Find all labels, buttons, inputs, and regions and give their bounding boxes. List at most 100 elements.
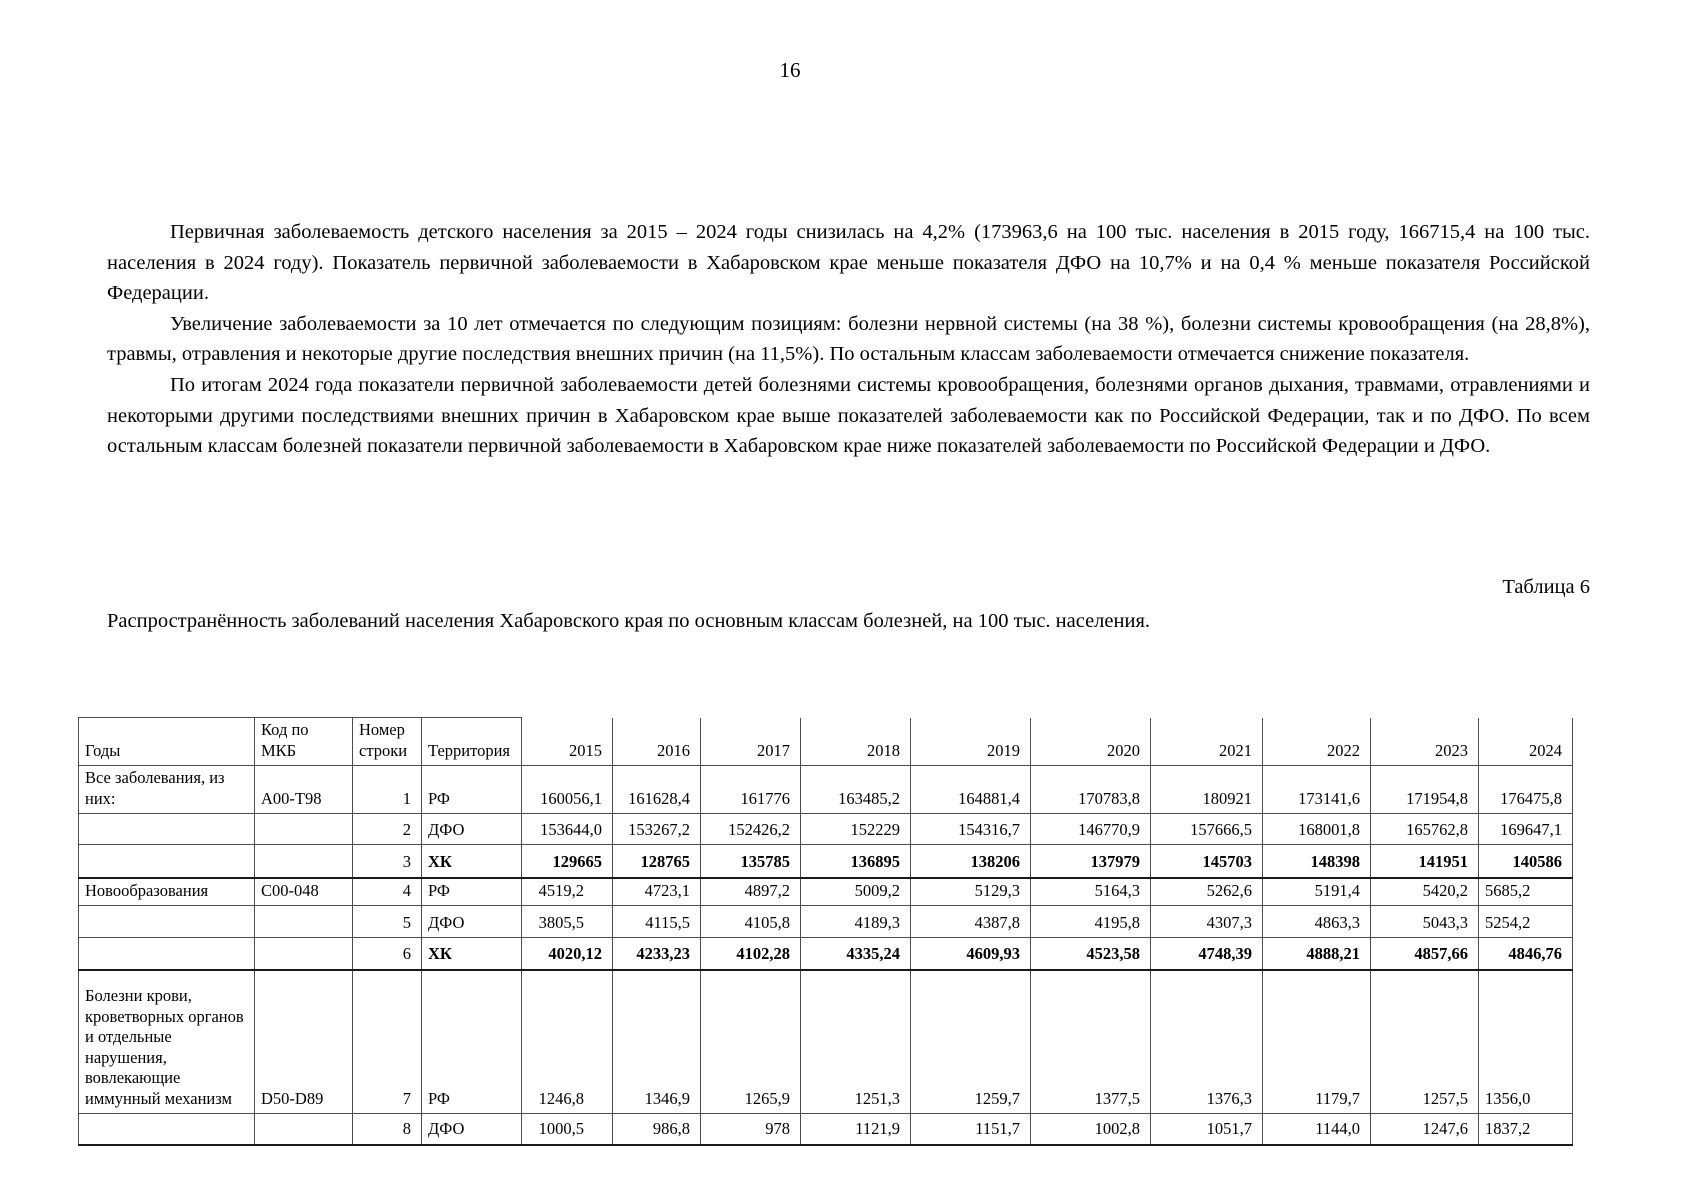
year-column-header: 2015	[521, 717, 613, 766]
value-cell: 4519,2	[521, 877, 613, 906]
category-cell	[78, 937, 255, 971]
table-row: Болезни крови, кроветворных органов и от…	[78, 969, 1573, 1114]
value-cell: 173141,6	[1262, 765, 1371, 814]
value-cell: 138206	[910, 844, 1031, 879]
table-row: 2 ДФО 153644,0 153267,2 152426,2 152229 154316…	[78, 813, 1573, 845]
value-cell: 135785	[700, 844, 801, 879]
value-cell: 171954,8	[1370, 765, 1479, 814]
category-cell: Новообразования	[78, 877, 255, 906]
value-cell: 176475,8	[1478, 765, 1573, 814]
row-number-cell: 1	[352, 765, 422, 814]
value-cell: 1346,9	[612, 969, 701, 1114]
value-cell: 5191,4	[1262, 877, 1371, 906]
category-cell	[78, 905, 255, 938]
value-cell: 145703	[1150, 844, 1263, 879]
year-column-header: 2016	[612, 717, 701, 766]
territory-cell: ХК	[421, 937, 522, 971]
territory-cell: РФ	[421, 969, 522, 1114]
territory-cell: РФ	[421, 877, 522, 906]
value-cell: 129665	[521, 844, 613, 879]
value-cell: 5009,2	[800, 877, 911, 906]
table-row: Новообразования C00-048 4 РФ 4519,2 4723,1 489…	[78, 877, 1573, 906]
row-number-cell: 5	[352, 905, 422, 938]
value-cell: 986,8	[612, 1113, 701, 1146]
row-number-cell: 7	[352, 969, 422, 1114]
value-cell: 148398	[1262, 844, 1371, 879]
value-cell: 4189,3	[800, 905, 911, 938]
value-cell: 5685,2	[1478, 877, 1573, 906]
value-cell: 4105,8	[700, 905, 801, 938]
value-cell: 168001,8	[1262, 813, 1371, 845]
icd-code-cell: A00-T98	[254, 765, 353, 814]
value-cell: 5043,3	[1370, 905, 1479, 938]
icd-code-cell	[254, 1113, 353, 1146]
value-cell: 170783,8	[1030, 765, 1151, 814]
morbidity-table: Годы Код по МКБ Номер строки Территория 2015…	[78, 717, 1573, 1146]
value-cell: 5420,2	[1370, 877, 1479, 906]
year-column-header: 2024	[1478, 717, 1573, 766]
year-column-header: 2019	[910, 717, 1031, 766]
category-cell	[78, 1113, 255, 1146]
value-cell: 4233,23	[612, 937, 701, 971]
value-cell: 180921	[1150, 765, 1263, 814]
value-cell: 4195,8	[1030, 905, 1151, 938]
value-cell: 1151,7	[910, 1113, 1031, 1146]
value-cell: 978	[700, 1113, 801, 1146]
value-cell: 154316,7	[910, 813, 1031, 845]
row-number-cell: 4	[352, 877, 422, 906]
paragraph-3: По итогам 2024 года показатели первичной…	[107, 373, 1590, 458]
value-cell: 1246,8	[521, 969, 613, 1114]
value-cell: 146770,9	[1030, 813, 1151, 845]
value-cell: 128765	[612, 844, 701, 879]
value-cell: 169647,1	[1478, 813, 1573, 845]
value-cell: 1002,8	[1030, 1113, 1151, 1146]
icd-code-cell	[254, 937, 353, 971]
value-cell: 4335,24	[800, 937, 911, 971]
year-column-header: 2017	[700, 717, 801, 766]
value-cell: 141951	[1370, 844, 1479, 879]
table-row: 8 ДФО 1000,5 986,8 978 1121,9 1151,7 1002,8 1051…	[78, 1113, 1573, 1146]
icd-code-cell: C00-048	[254, 877, 353, 906]
value-cell: 4723,1	[612, 877, 701, 906]
value-cell: 5254,2	[1478, 905, 1573, 938]
value-cell: 1265,9	[700, 969, 801, 1114]
value-cell: 1376,3	[1150, 969, 1263, 1114]
territory-cell: ДФО	[421, 1113, 522, 1146]
value-cell: 4857,66	[1370, 937, 1479, 971]
value-cell: 5262,6	[1150, 877, 1263, 906]
value-cell: 1257,5	[1370, 969, 1479, 1114]
value-cell: 153267,2	[612, 813, 701, 845]
territory-cell: РФ	[421, 765, 522, 814]
value-cell: 161776	[700, 765, 801, 814]
year-column-header: 2020	[1030, 717, 1151, 766]
table-body: Годы Код по МКБ Номер строки Территория 2015…	[78, 717, 1573, 1146]
value-cell: 1247,6	[1370, 1113, 1479, 1146]
column-header: Территория	[421, 717, 522, 766]
category-cell	[78, 844, 255, 879]
row-number-cell: 8	[352, 1113, 422, 1146]
page-number: 16	[779, 58, 801, 82]
value-cell: 164881,4	[910, 765, 1031, 814]
icd-code-cell	[254, 813, 353, 845]
value-cell: 1121,9	[800, 1113, 911, 1146]
value-cell: 4846,76	[1478, 937, 1573, 971]
year-column-header: 2021	[1150, 717, 1263, 766]
value-cell: 4523,58	[1030, 937, 1151, 971]
territory-cell: ДФО	[421, 813, 522, 845]
value-cell: 4387,8	[910, 905, 1031, 938]
value-cell: 1144,0	[1262, 1113, 1371, 1146]
value-cell: 1259,7	[910, 969, 1031, 1114]
column-header: Код по МКБ	[254, 717, 353, 766]
value-cell: 4307,3	[1150, 905, 1263, 938]
column-header: Годы	[78, 717, 255, 766]
value-cell: 137979	[1030, 844, 1151, 879]
territory-cell: ХК	[421, 844, 522, 879]
year-column-header: 2023	[1370, 717, 1479, 766]
value-cell: 152229	[800, 813, 911, 845]
value-cell: 1837,2	[1478, 1113, 1573, 1146]
icd-code-cell: D50-D89	[254, 969, 353, 1114]
row-number-cell: 3	[352, 844, 422, 879]
value-cell: 1000,5	[521, 1113, 613, 1146]
value-cell: 4020,12	[521, 937, 613, 971]
